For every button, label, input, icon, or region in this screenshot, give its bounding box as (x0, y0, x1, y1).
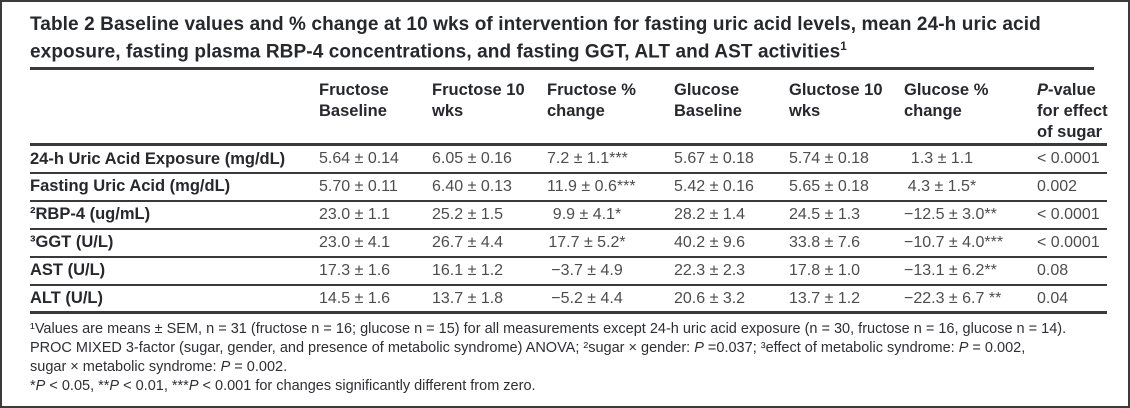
header-glucose-baseline: Glucose Baseline (674, 70, 789, 147)
table-cell: −13.1 ± 6.2** (904, 256, 1037, 286)
table-cell: −12.5 ± 3.0** (904, 200, 1037, 230)
row-label: AST (U/L) (30, 256, 319, 286)
header-row-label (30, 70, 319, 147)
footnote-values-note: ¹Values are means ± SEM, n = 31 (fructos… (30, 321, 1067, 338)
table-cell: 4.3 ± 1.5* (904, 172, 1037, 202)
table-row-alt: ALT (U/L) 14.5 ± 1.6 13.7 ± 1.8 −5.2 ± 4… (30, 284, 1107, 315)
table-cell: 13.7 ± 1.8 (432, 284, 547, 315)
table-cell-p-value: 0.002 (1037, 172, 1107, 202)
table-cell: 9.9 ± 4.1* (547, 200, 674, 230)
table-row-rbp4: ²RBP-4 (ug/mL) 23.0 ± 1.1 25.2 ± 1.5 9.9… (30, 200, 1107, 230)
table-cell: 40.2 ± 9.6 (674, 228, 789, 258)
table-cell: 28.2 ± 1.4 (674, 200, 789, 230)
data-table: Fructose Baseline Fructose 10 wks Fructo… (30, 70, 1108, 315)
header-row: Fructose Baseline Fructose 10 wks Fructo… (30, 70, 1108, 147)
row-label: ²RBP-4 (ug/mL) (30, 200, 319, 230)
table-row-fasting-uric-acid: Fasting Uric Acid (mg/dL) 5.70 ± 0.11 6.… (30, 172, 1107, 202)
header-fructose-10wks: Fructose 10 wks (432, 70, 547, 147)
table-cell: 7.2 ± 1.1*** (547, 144, 674, 174)
table-cell: 5.67 ± 0.18 (674, 144, 789, 174)
table-cell: −22.3 ± 6.7 ** (904, 284, 1037, 315)
table-cell-p-value: < 0.0001 (1037, 200, 1107, 230)
table-cell: 26.7 ± 4.4 (432, 228, 547, 258)
header-glucose-10wks: Gluctose 10 wks (789, 70, 904, 147)
table-header: Fructose Baseline Fructose 10 wks Fructo… (30, 70, 1108, 147)
table-footnotes: ¹Values are means ± SEM, n = 31 (fructos… (30, 320, 1105, 396)
table-cell: 5.64 ± 0.14 (319, 144, 432, 174)
header-p-value: P-value for effect of sugar (1037, 70, 1108, 147)
table-row-uric-acid-exposure: 24-h Uric Acid Exposure (mg/dL) 5.64 ± 0… (30, 144, 1107, 174)
header-fructose-pct-change: Fructose % change (547, 70, 674, 147)
footnote-anova-note: PROC MIXED 3-factor (sugar, gender, and … (30, 340, 1026, 357)
table-cell: 17.8 ± 1.0 (789, 256, 904, 286)
table-cell: 14.5 ± 1.6 (319, 284, 432, 315)
header-fructose-baseline: Fructose Baseline (319, 70, 432, 147)
row-label: 24-h Uric Acid Exposure (mg/dL) (30, 144, 319, 174)
row-label: Fasting Uric Acid (mg/dL) (30, 172, 319, 202)
table-cell-p-value: < 0.0001 (1037, 228, 1107, 258)
table-cell: 6.40 ± 0.13 (432, 172, 547, 202)
row-label: ALT (U/L) (30, 284, 319, 315)
table-cell: −5.2 ± 4.4 (547, 284, 674, 315)
table-cell: 1.3 ± 1.1 (904, 144, 1037, 174)
table-cell: 17.7 ± 5.2* (547, 228, 674, 258)
table-cell: 16.1 ± 1.2 (432, 256, 547, 286)
table-row-ggt: ³GGT (U/L) 23.0 ± 4.1 26.7 ± 4.4 17.7 ± … (30, 228, 1107, 258)
table-cell: 23.0 ± 1.1 (319, 200, 432, 230)
table-cell: 23.0 ± 4.1 (319, 228, 432, 258)
table-cell-p-value: 0.04 (1037, 284, 1107, 315)
table-cell-p-value: 0.08 (1037, 256, 1107, 286)
figure-content: Table 2 Baseline values and % change at … (2, 2, 1128, 396)
table-cell: −10.7 ± 4.0*** (904, 228, 1037, 258)
header-glucose-pct-change: Glucose % change (904, 70, 1037, 147)
table-body: 24-h Uric Acid Exposure (mg/dL) 5.64 ± 0… (30, 144, 1107, 315)
table-cell: −3.7 ± 4.9 (547, 256, 674, 286)
table-cell-p-value: < 0.0001 (1037, 144, 1107, 174)
table-title: Table 2 Baseline values and % change at … (30, 14, 1094, 71)
table-cell: 11.9 ± 0.6*** (547, 172, 674, 202)
table-cell: 25.2 ± 1.5 (432, 200, 547, 230)
table-cell: 24.5 ± 1.3 (789, 200, 904, 230)
table-row-ast: AST (U/L) 17.3 ± 1.6 16.1 ± 1.2 −3.7 ± 4… (30, 256, 1107, 286)
table-cell: 13.7 ± 1.2 (789, 284, 904, 315)
table-cell: 17.3 ± 1.6 (319, 256, 432, 286)
table-cell: 5.70 ± 0.11 (319, 172, 432, 202)
table-cell: 20.6 ± 3.2 (674, 284, 789, 315)
row-label: ³GGT (U/L) (30, 228, 319, 258)
table-cell: 6.05 ± 0.16 (432, 144, 547, 174)
footnote-significance-note: *P < 0.05, **P < 0.01, ***P < 0.001 for … (30, 378, 536, 395)
table-cell: 5.65 ± 0.18 (789, 172, 904, 202)
table-cell: 5.42 ± 0.16 (674, 172, 789, 202)
footnote-interaction-note: sugar × metabolic syndrome: P = 0.002. (30, 359, 288, 376)
header-p-value-text: P-value for effect of sugar (1037, 81, 1108, 142)
table-cell: 33.8 ± 7.6 (789, 228, 904, 258)
table-cell: 22.3 ± 2.3 (674, 256, 789, 286)
table-cell: 5.74 ± 0.18 (789, 144, 904, 174)
